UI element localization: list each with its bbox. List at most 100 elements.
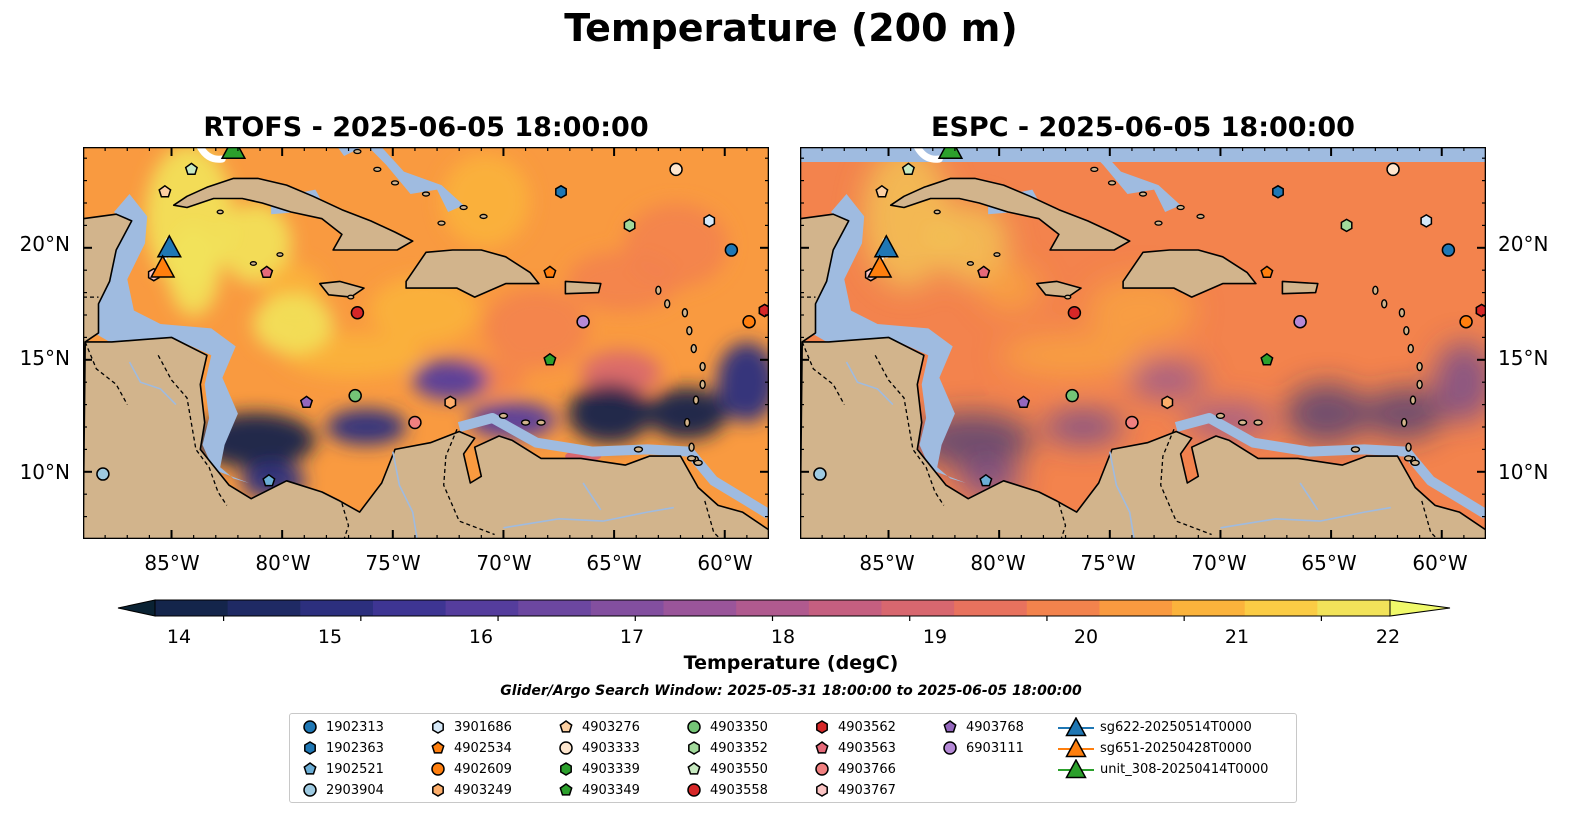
legend-marker	[943, 720, 957, 733]
legend-label: 1902521	[326, 762, 384, 777]
glider-marker	[867, 254, 893, 278]
legend-marker	[432, 783, 444, 797]
glider-marker	[150, 254, 176, 278]
legend-marker	[559, 741, 573, 755]
argo-float-marker	[1125, 415, 1139, 430]
colorbar-segment	[808, 600, 883, 616]
x-tick: 70°W	[1191, 551, 1247, 575]
argo-float-marker	[977, 265, 991, 279]
x-tick: 70°W	[476, 551, 532, 575]
panel-title-espc: ESPC - 2025-06-05 18:00:00	[931, 112, 1355, 143]
legend-label: sg622-20250514T0000	[1100, 720, 1252, 735]
argo-float-marker	[543, 352, 557, 366]
argo-float-marker	[299, 395, 314, 408]
colorbar-segment	[155, 600, 229, 616]
argo-float-marker	[444, 395, 457, 410]
argo-float-marker	[260, 265, 274, 279]
legend-marker	[816, 720, 828, 734]
legend-marker	[304, 741, 316, 755]
legend-marker	[943, 741, 957, 755]
colorbar-segment	[663, 600, 737, 616]
colorbar-segment	[1317, 600, 1391, 616]
legend-marker	[303, 720, 317, 734]
legend-label: 4902609	[454, 762, 512, 777]
argo-float-marker	[1260, 352, 1274, 366]
legend-marker	[432, 720, 444, 734]
legend-marker	[687, 783, 701, 797]
legend-label: 4903562	[838, 720, 896, 735]
argo-float-marker	[742, 314, 756, 329]
colorbar-tick: 19	[922, 626, 948, 648]
argo-float-marker	[1459, 314, 1473, 329]
argo-float-marker	[184, 162, 198, 176]
argo-float-marker	[979, 473, 993, 487]
argo-float-marker	[262, 473, 276, 487]
argo-float-marker	[1016, 395, 1031, 408]
legend-marker	[816, 783, 828, 797]
colorbar-tick: 15	[317, 626, 343, 648]
y-tick-right: 20°N	[1498, 232, 1549, 256]
colorbar-tick: 16	[468, 626, 494, 648]
colorbar-tick: 20	[1073, 626, 1099, 648]
legend-label: 4903550	[710, 762, 768, 777]
x-tick: 80°W	[255, 551, 311, 575]
argo-float-marker	[669, 162, 683, 177]
argo-float-marker	[623, 218, 636, 233]
legend-marker	[431, 741, 445, 754]
colorbar-segment	[881, 600, 955, 616]
x-tick: 75°W	[365, 551, 421, 575]
colorbar-segment	[736, 600, 810, 616]
legend-label: 4903350	[710, 720, 768, 735]
legend-label: 4903558	[710, 783, 768, 798]
x-tick: 60°W	[697, 551, 753, 575]
legend-label: 4903249	[454, 783, 512, 798]
argo-float-marker	[408, 415, 422, 430]
legend-marker	[431, 762, 445, 776]
colorbar-tick: 14	[166, 626, 192, 648]
legend-marker	[815, 762, 829, 776]
legend-marker	[559, 720, 573, 733]
argo-float-marker	[350, 306, 365, 320]
colorbar-segment	[1099, 600, 1173, 616]
argo-float-marker	[875, 184, 889, 198]
argo-float-marker	[703, 214, 716, 228]
legend-label: 2903904	[326, 783, 384, 798]
argo-float-marker	[724, 243, 739, 257]
argo-float-marker	[158, 184, 172, 198]
legend-marker	[559, 783, 573, 796]
argo-float-marker	[1293, 314, 1307, 329]
argo-float-marker	[1272, 184, 1284, 199]
y-tick-left: 20°N	[19, 232, 70, 256]
colorbar-segment	[372, 600, 447, 616]
argo-float-marker	[1161, 395, 1174, 410]
legend-marker	[687, 762, 701, 775]
argo-float-marker	[1441, 243, 1456, 257]
legend-marker	[687, 720, 701, 734]
colorbar-segment	[590, 600, 665, 616]
argo-float-marker	[1067, 306, 1082, 320]
colorbar-segment	[954, 600, 1028, 616]
argo-float-marker	[1065, 388, 1079, 403]
colorbar-segment	[518, 600, 592, 616]
colorbar-segment	[1172, 600, 1246, 616]
search-window-text: Glider/Argo Search Window: 2025-05-31 18…	[500, 683, 1082, 699]
x-tick: 80°W	[970, 551, 1026, 575]
argo-float-marker	[1340, 218, 1353, 233]
x-tick: 75°W	[1080, 551, 1136, 575]
legend-marker	[815, 741, 829, 754]
argo-float-marker	[543, 265, 557, 279]
legend-marker	[1058, 738, 1094, 758]
x-tick: 60°W	[1412, 551, 1468, 575]
colorbar-segment	[445, 600, 519, 616]
legend-label: sg651-20250428T0000	[1100, 741, 1252, 756]
argo-float-marker	[758, 303, 769, 318]
x-tick: 65°W	[586, 551, 642, 575]
colorbar-tick: 22	[1375, 626, 1401, 648]
legend-label: 3901686	[454, 720, 512, 735]
colorbar-tick: 17	[619, 626, 645, 648]
legend-marker	[303, 783, 317, 797]
x-tick: 85°W	[144, 551, 200, 575]
argo-float-marker	[1260, 265, 1274, 279]
argo-float-marker	[348, 388, 362, 403]
colorbar-segment	[1244, 600, 1318, 616]
